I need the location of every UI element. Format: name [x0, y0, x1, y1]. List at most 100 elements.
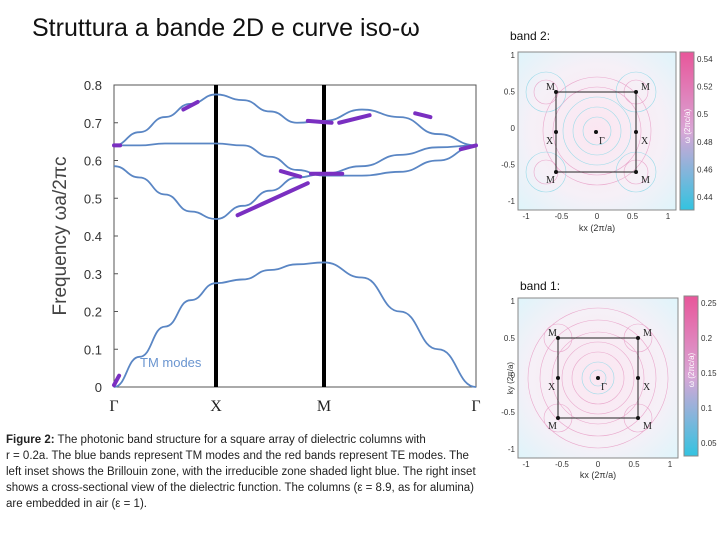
- tm-band-4: [113, 93, 477, 147]
- band1-title: band 1:: [520, 279, 560, 293]
- symmetry-point-label: M: [643, 421, 652, 432]
- x-tick-label: -0.5: [555, 460, 569, 469]
- figure-caption-line-1: Figure 2: The photonic band structure fo…: [6, 432, 494, 448]
- symmetry-point-dot: [556, 336, 560, 340]
- colorbar-tick-label: 0.46: [697, 165, 713, 174]
- slide-title: Struttura a bande 2D e curve iso-ω: [32, 14, 420, 42]
- band1-colorbar-label: ω (2πc/a): [687, 352, 696, 387]
- colorbar-tick-label: 0.48: [697, 138, 713, 147]
- symmetry-point-dot: [554, 170, 558, 174]
- y-tick-label: -0.5: [501, 408, 515, 417]
- y-tick-label: 0: [511, 371, 516, 380]
- te-band-segment: [235, 181, 310, 218]
- y-tick-label: 0.4: [84, 229, 102, 244]
- band-structure-plot: Frequency ωa/2πc 0 0.1 0.2 0.3 0.4 0.5 0.6 0.7 0…: [50, 78, 481, 415]
- symmetry-point-dot: [634, 130, 638, 134]
- band2-colorbar: [679, 51, 695, 211]
- y-tick-label: 0.2: [84, 305, 102, 320]
- symmetry-point-dot: [594, 130, 598, 134]
- x-tick-label: Γ: [109, 398, 118, 415]
- te-band-segment: [413, 111, 433, 120]
- plot-frame: [113, 84, 477, 388]
- band1-x-label: kx (2π/a): [580, 470, 616, 480]
- y-tick-label: 0.3: [84, 267, 102, 282]
- symmetry-point-dot: [636, 336, 640, 340]
- te-band-segment: [305, 118, 334, 125]
- x-tick-label: 0: [595, 212, 600, 221]
- y-tick-label: -0.5: [501, 161, 515, 170]
- symmetry-point-label: M: [548, 421, 557, 432]
- caption-text-1: The photonic band structure for a square…: [54, 434, 426, 446]
- figure-caption-line-2: r = 0.2a. The blue bands represent TM mo…: [6, 450, 469, 462]
- y-tick-label: 0.8: [84, 78, 102, 93]
- y-tick-label: 0.6: [84, 154, 102, 169]
- y-tick-label: 0.5: [84, 191, 102, 206]
- symmetry-point-label: Γ: [601, 382, 607, 393]
- tm-band-1: [113, 261, 477, 388]
- symmetry-point-dot: [636, 376, 640, 380]
- symmetry-point-label: M: [643, 328, 652, 339]
- band2-contour-inset: band 2: M MX Γ XM M 0.540.520.50.480.460.44 …: [501, 29, 713, 233]
- band1-colorbar: [683, 295, 699, 457]
- colorbar-tick-label: 0.05: [701, 439, 717, 448]
- x-tick-label: -1: [522, 460, 530, 469]
- y-tick-label: -1: [508, 197, 516, 206]
- figure-caption-label: Figure 2:: [6, 434, 55, 446]
- band2-x-label: kx (2π/a): [579, 223, 615, 233]
- symmetry-point-label: X: [641, 136, 649, 147]
- te-band-segment: [181, 99, 200, 112]
- band2-colorbar-label: ω (2πc/a): [683, 108, 692, 143]
- tm-band-2: [113, 144, 477, 220]
- figure-caption-line-5: are embedded in air (ε = 1).: [6, 498, 147, 510]
- colorbar-tick-label: 0.5: [697, 110, 709, 119]
- colorbar-tick-label: 0.54: [697, 55, 713, 64]
- y-tick-label: 0.5: [504, 88, 516, 97]
- band1-contour-inset: band 1: M M X Γ X M M 0.25 0.2 0.15 0.1 0.05 ω (2π…: [501, 279, 717, 480]
- colorbar-tick-label: 0.25: [701, 299, 717, 308]
- colorbar-tick-label: 0.44: [697, 193, 713, 202]
- band1-y-label: ky (2π/a): [506, 362, 515, 395]
- symmetry-point-label: M: [641, 175, 650, 186]
- x-tick-label: -0.5: [555, 212, 569, 221]
- band2-title: band 2:: [510, 29, 550, 43]
- symmetry-point-label: X: [548, 382, 556, 393]
- figure-caption-line-3: left inset shows the Brillouin zone, wit…: [6, 466, 476, 478]
- colorbar-tick-label: 0.1: [701, 404, 713, 413]
- y-tick-label: 0: [95, 380, 102, 395]
- y-tick-label: 0: [511, 124, 516, 133]
- x-tick-label: 0.5: [628, 460, 640, 469]
- te-band-segment: [278, 169, 303, 179]
- colorbar-tick-label: 0.15: [701, 369, 717, 378]
- tm-band-3: [114, 142, 477, 177]
- x-tick-label: 0: [596, 460, 601, 469]
- y-tick-label: 0.5: [504, 334, 516, 343]
- figure-caption-line-4: shows a cross-sectional view of the diel…: [6, 482, 474, 494]
- symmetry-point-dot: [634, 90, 638, 94]
- tm-modes-annotation: TM modes: [140, 355, 202, 370]
- y-axis-label: Frequency ωa/2πc: [50, 157, 71, 316]
- te-band-segment: [458, 143, 478, 152]
- symmetry-point-label: Γ: [599, 136, 605, 147]
- colorbar-tick-label: 0.52: [697, 83, 713, 92]
- symmetry-point-label: M: [546, 175, 555, 186]
- symmetry-point-dot: [556, 416, 560, 420]
- symmetry-point-dot: [554, 90, 558, 94]
- symmetry-point-dot: [596, 376, 600, 380]
- symmetry-point-label: X: [643, 382, 651, 393]
- symmetry-point-label: M: [546, 82, 555, 93]
- x-tick-label: 0.5: [627, 212, 639, 221]
- symmetry-point-label: X: [546, 136, 554, 147]
- x-tick-label: X: [210, 398, 222, 415]
- symmetry-point-dot: [554, 130, 558, 134]
- x-tick-label: 1: [668, 460, 673, 469]
- x-tick-label: Γ: [471, 398, 480, 415]
- symmetry-point-label: M: [548, 328, 557, 339]
- x-tick-label: 1: [666, 212, 671, 221]
- symmetry-point-dot: [636, 416, 640, 420]
- colorbar-tick-label: 0.2: [701, 334, 713, 343]
- te-band-segment: [337, 113, 372, 125]
- symmetry-point-dot: [556, 376, 560, 380]
- x-tick-label: M: [317, 398, 331, 415]
- y-tick-label: 1: [511, 51, 516, 60]
